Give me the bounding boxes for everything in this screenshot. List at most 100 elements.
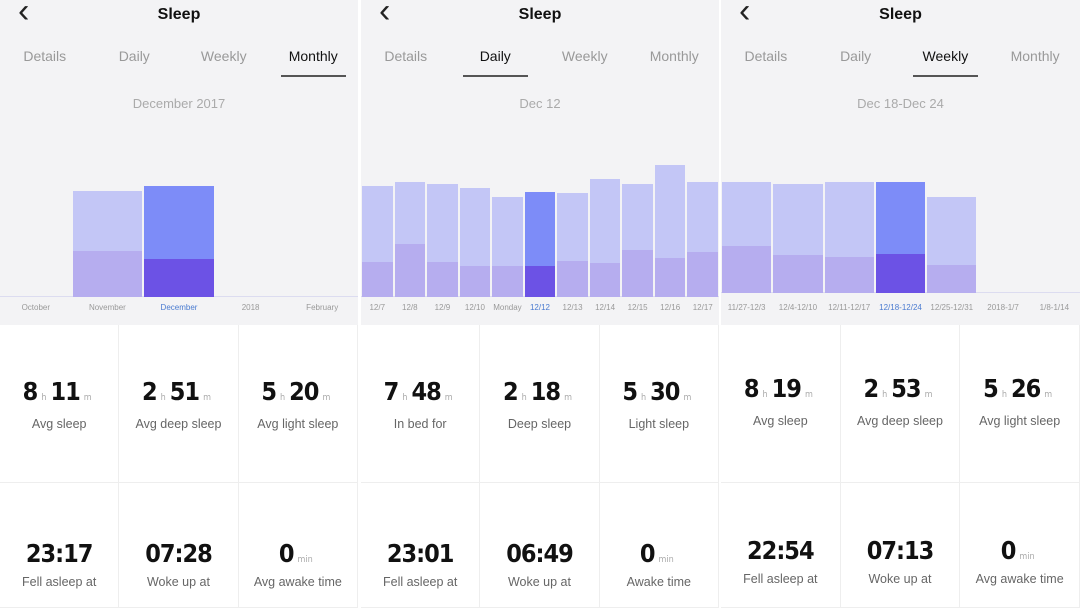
x-axis-label[interactable]: 11/27-12/3 <box>727 303 766 312</box>
minutes-unit: m <box>203 393 211 403</box>
x-axis-label[interactable]: 12/12 <box>529 303 551 312</box>
back-button[interactable]: ‹ <box>739 0 750 31</box>
stat-label: Avg awake time <box>253 575 342 589</box>
x-axis-label[interactable]: 12/10 <box>464 303 485 312</box>
tab-weekly[interactable]: Weekly <box>200 48 247 64</box>
stat-avg-awake-time: 0 min Avg awake time <box>238 483 358 608</box>
stat-value: 8 h 11 m <box>0 377 118 406</box>
stat-value: 0 min <box>960 536 1079 565</box>
bar-deep-sleep[interactable] <box>687 252 718 297</box>
bar-deep-sleep[interactable] <box>394 244 426 297</box>
stats-grid: 8 h 19 m Avg sleep 2 h 53 m Avg deep sleep 5 h 26 m Av… <box>721 325 1080 608</box>
stat-label: Deep sleep <box>507 417 572 431</box>
stat-label: In bed for <box>393 417 447 431</box>
bar-deep-sleep[interactable] <box>557 260 588 297</box>
x-axis-label[interactable]: 12/25-12/31 <box>930 303 974 312</box>
bar-deep-sleep[interactable] <box>459 265 491 297</box>
x-axis-label[interactable]: October <box>21 303 51 312</box>
stat-awake-time: 0 min Awake time <box>599 483 719 608</box>
tab-daily[interactable]: Daily <box>840 48 872 64</box>
stat-label: Fell asleep at <box>743 572 818 586</box>
bar-deep-sleep[interactable] <box>362 261 393 297</box>
bar-deep-sleep[interactable] <box>773 255 823 293</box>
minutes-value: 30 <box>650 377 680 406</box>
bar-deep-sleep[interactable] <box>875 253 926 293</box>
tab-bar: Details Daily Weekly Monthly <box>721 48 1080 77</box>
stat-in-bed-for: 7 h 48 m In bed for <box>361 325 481 483</box>
stat-avg-sleep: 8 h 11 m Avg sleep <box>0 325 120 483</box>
hours-unit: h <box>279 393 286 403</box>
back-button[interactable]: ‹ <box>18 0 29 31</box>
stat-label: Avg light sleep <box>257 417 339 431</box>
bar-deep-sleep[interactable] <box>524 265 556 297</box>
x-axis-label[interactable]: 12/8 <box>402 303 418 312</box>
x-axis-label[interactable]: December <box>160 303 198 312</box>
back-button[interactable]: ‹ <box>379 0 390 31</box>
hours-value: 2 <box>141 377 158 406</box>
chevron-left-icon: ‹ <box>379 0 391 30</box>
bar-deep-sleep[interactable] <box>654 257 686 297</box>
tab-details[interactable]: Details <box>744 48 788 64</box>
minutes-value: 51 <box>169 377 200 406</box>
hours-value: 5 <box>622 377 638 406</box>
stat-avg-light-sleep: 5 h 20 m Avg light sleep <box>238 325 358 483</box>
bar-deep-sleep[interactable] <box>622 249 653 297</box>
x-axis-label[interactable]: Monday <box>493 303 522 312</box>
stat-fell-asleep-at: 23:17 Fell asleep at <box>0 483 120 608</box>
x-axis-label[interactable]: 12/4-12/10 <box>778 303 818 312</box>
stat-woke-up-at: 07:13 Woke up at <box>840 483 961 608</box>
x-axis-label[interactable]: 12/18-12/24 <box>879 303 922 312</box>
x-axis-label[interactable]: 12/13 <box>562 303 583 312</box>
x-axis-label[interactable]: 12/15 <box>627 303 648 312</box>
tab-monthly[interactable]: Monthly <box>1010 48 1060 64</box>
bar-deep-sleep[interactable] <box>589 263 621 297</box>
bar-deep-sleep[interactable] <box>427 261 458 297</box>
x-axis-label[interactable]: 12/17 <box>692 303 713 312</box>
stat-value: 23:17 <box>0 539 118 568</box>
stat-label: Awake time <box>626 575 692 589</box>
minutes-value: 0 <box>639 539 656 568</box>
stat-value: 06:49 <box>480 539 598 568</box>
tab-bar: Details Daily Weekly Monthly <box>0 48 358 77</box>
hours-unit: h <box>160 393 166 403</box>
stat-label: Light sleep <box>628 417 690 431</box>
tab-weekly[interactable]: Weekly <box>561 48 608 64</box>
stat-value: 0 min <box>600 539 718 568</box>
chevron-left-icon: ‹ <box>18 0 30 30</box>
x-axis-label[interactable]: 12/16 <box>660 303 681 312</box>
x-axis-label[interactable]: 12/11-12/17 <box>828 303 871 312</box>
minutes-value: 18 <box>530 377 561 406</box>
bar-deep-sleep[interactable] <box>72 251 143 297</box>
time-value: 23:01 <box>386 539 455 568</box>
tab-details[interactable]: Details <box>384 48 428 64</box>
bar-deep-sleep[interactable] <box>722 245 772 293</box>
date-range-label: Dec 12 <box>519 96 561 111</box>
tab-bar: Details Daily Weekly Monthly <box>361 48 719 77</box>
bar-deep-sleep[interactable] <box>824 256 874 293</box>
x-axis-label[interactable]: 12/7 <box>369 303 386 312</box>
bar-deep-sleep[interactable] <box>492 265 523 297</box>
x-axis-label[interactable]: February <box>306 303 339 312</box>
tab-monthly[interactable]: Monthly <box>269 48 359 77</box>
page-title: Sleep <box>879 6 922 23</box>
tab-details[interactable]: Details <box>23 48 67 64</box>
x-axis-label[interactable]: 2018 <box>241 303 260 312</box>
x-axis-label[interactable]: 12/9 <box>434 303 451 312</box>
tab-weekly[interactable]: Weekly <box>901 48 991 77</box>
hours-value: 2 <box>863 374 879 403</box>
stat-label: Fell asleep at <box>382 575 458 589</box>
bar-deep-sleep[interactable] <box>144 258 214 297</box>
minutes-value: 53 <box>891 374 921 403</box>
sleep-bar-chart <box>0 120 358 297</box>
tab-daily[interactable]: Daily <box>451 48 541 77</box>
tab-monthly[interactable]: Monthly <box>649 48 699 64</box>
stat-label: Avg deep sleep <box>135 417 222 431</box>
bar-deep-sleep[interactable] <box>927 264 977 293</box>
tab-daily[interactable]: Daily <box>118 48 150 64</box>
time-value: 07:13 <box>866 536 935 565</box>
x-axis-label[interactable]: 12/14 <box>595 303 616 312</box>
x-axis-label[interactable]: 1/8-1/14 <box>1039 303 1070 312</box>
x-axis-label[interactable]: November <box>88 303 126 312</box>
x-axis-label[interactable]: 2018-1/7 <box>987 303 1019 312</box>
time-value: 23:17 <box>25 539 94 568</box>
